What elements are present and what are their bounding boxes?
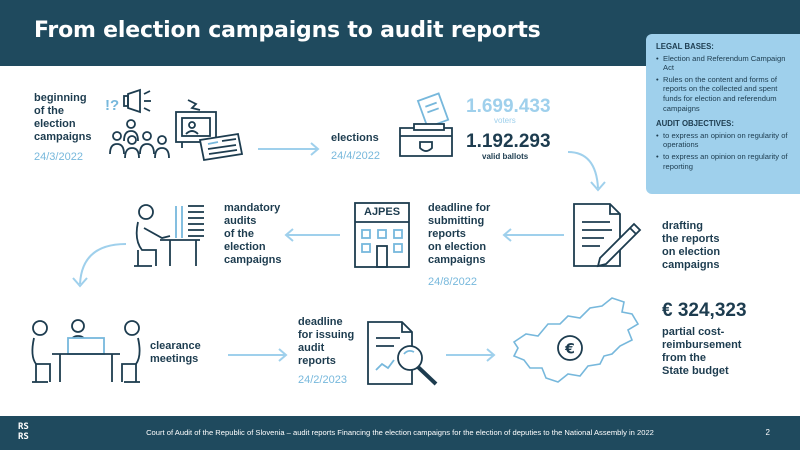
- flow-arrow-right: [258, 142, 320, 156]
- legal-basis-item: Rules on the content and forms of report…: [656, 75, 790, 113]
- ajpes-sign: AJPES: [364, 206, 401, 218]
- audit-objective-item: to express an opinion on regularity of r…: [656, 152, 790, 171]
- deadline-submitting-label: deadline for submitting reports on elect…: [428, 202, 491, 266]
- ballot-box-icon: [399, 92, 453, 157]
- clearance-meeting-icon: [31, 319, 141, 383]
- audit-objective-item: to express an opinion on regularity of o…: [656, 131, 790, 150]
- clearance-meetings-label: clearance meetings: [150, 340, 201, 365]
- ajpes-building-icon: [354, 202, 410, 268]
- footer-bar: RS RS Court of Audit of the Republic of …: [0, 416, 800, 450]
- beginning-campaigns-label: beginning of the election campaigns: [34, 92, 92, 143]
- media-newspaper-icon: [175, 99, 244, 162]
- audit-report-magnifier-icon: [367, 321, 438, 386]
- mandatory-audits-label: mandatory audits of the election campaig…: [224, 202, 282, 266]
- auditor-desk-icon: [134, 204, 204, 267]
- court-of-audit-logo: RS RS: [18, 422, 29, 442]
- elections-label: elections: [331, 132, 379, 144]
- page-title: From election campaigns to audit reports: [34, 18, 541, 43]
- deadline-issuing-date: 24/2/2023: [298, 374, 347, 386]
- flow-arrow-right: [446, 348, 496, 362]
- flow-arrow-left: [284, 228, 340, 242]
- elections-date: 24/4/2022: [331, 150, 380, 162]
- footer-caption: Court of Audit of the Republic of Sloven…: [146, 428, 654, 437]
- deadline-submitting-date: 24/8/2022: [428, 276, 477, 288]
- valid-ballots-count: 1.192.293: [466, 131, 551, 152]
- voters-label: voters: [494, 116, 516, 125]
- svg-text:!?: !?: [105, 97, 119, 114]
- audit-objectives-heading: AUDIT OBJECTIVES:: [656, 119, 734, 129]
- document-drafting-icon: [573, 203, 642, 268]
- flow-arrow-curve-down: [72, 243, 127, 288]
- campaign-rally-icon: !?: [105, 88, 170, 159]
- page-number: 2: [765, 428, 770, 437]
- legal-bases-box: LEGAL BASES: Election and Referendum Cam…: [646, 34, 800, 194]
- slovenia-map-euro-icon: €: [512, 297, 640, 383]
- legal-basis-item: Election and Referendum Campaign Act: [656, 54, 790, 73]
- header-bar: From election campaigns to audit reports: [0, 0, 800, 66]
- reimbursement-label: partial cost- reimbursement from the Sta…: [662, 326, 742, 377]
- voters-count: 1.699.433: [466, 96, 551, 117]
- legal-bases-heading: LEGAL BASES:: [656, 42, 714, 51]
- flow-arrow-left: [502, 228, 564, 242]
- svg-text:€: €: [564, 342, 575, 358]
- beginning-campaigns-date: 24/3/2022: [34, 151, 83, 163]
- flow-arrow-curve-down: [567, 151, 606, 192]
- drafting-reports-label: drafting the reports on election campaig…: [662, 220, 721, 271]
- deadline-issuing-label: deadline for issuing audit reports: [298, 316, 355, 367]
- flow-arrow-right: [228, 348, 288, 362]
- reimbursement-amount: € 324,323: [662, 300, 747, 321]
- valid-ballots-label: valid ballots: [482, 152, 529, 161]
